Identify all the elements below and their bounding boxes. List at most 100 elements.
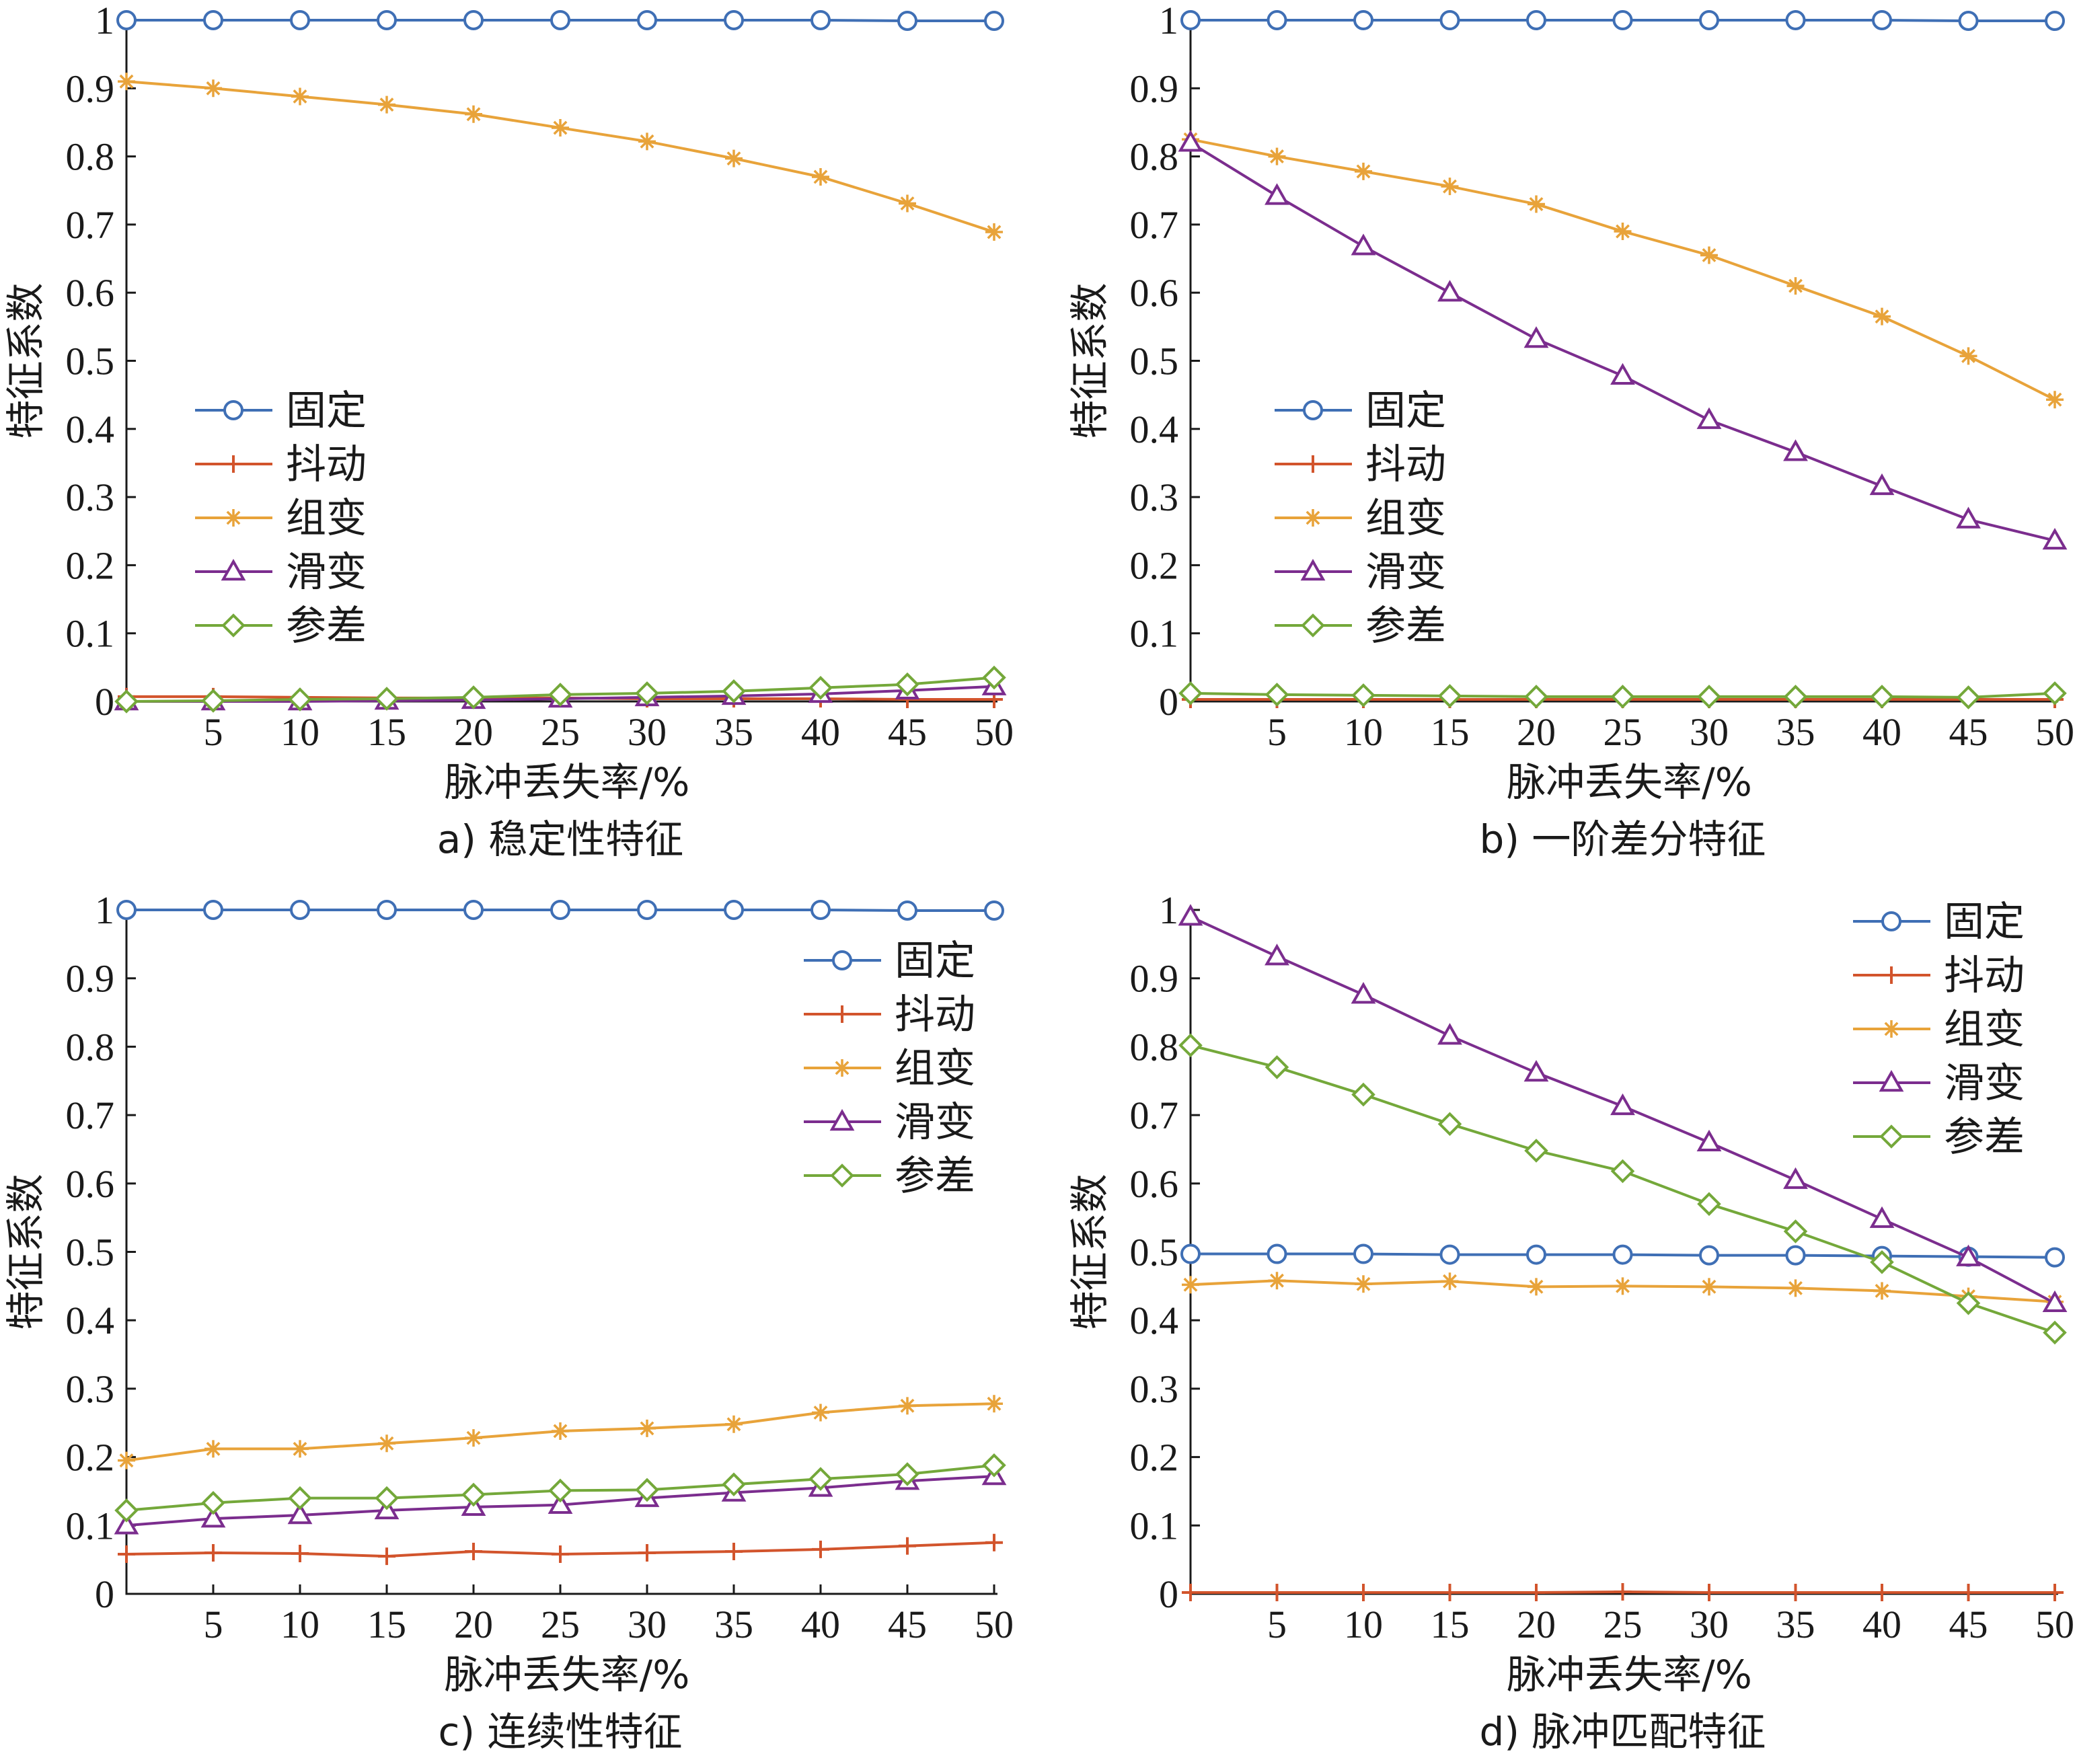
- legend-marker-diamond: [221, 613, 246, 638]
- data-point-stagger: [1610, 685, 1635, 709]
- data-point-group: [1700, 246, 1718, 264]
- data-point-group: [725, 149, 743, 167]
- y-tick-label: 0.1: [66, 1504, 115, 1547]
- data-point-fixed: [810, 10, 831, 30]
- data-point-jitter: [1182, 1583, 1199, 1601]
- x-axis-label: 脉冲丢失率/%: [445, 1652, 690, 1697]
- y-tick-label: 0.1: [1130, 612, 1179, 656]
- data-point-slide: [548, 1492, 573, 1514]
- legend-label: 参差: [1365, 603, 1446, 650]
- y-tick-label: 0.4: [1130, 1299, 1179, 1342]
- y-tick-label: 1: [95, 0, 114, 42]
- data-point-group: [1268, 1272, 1286, 1290]
- y-tick-label: 0.8: [1130, 1025, 1179, 1069]
- legend-marker-circle: [1881, 911, 1901, 931]
- data-point-stagger: [982, 665, 1006, 690]
- data-point-group: [291, 1440, 309, 1458]
- data-point-slide: [1869, 473, 1895, 496]
- x-tick-label: 50: [975, 710, 1014, 754]
- data-point-fixed: [2045, 11, 2065, 32]
- data-point-jitter: [2046, 1583, 2064, 1601]
- data-point-fixed: [1526, 10, 1546, 30]
- legend-label: 固定: [895, 937, 975, 985]
- data-point-slide: [1265, 183, 1289, 205]
- legend-item-group: 组变: [1853, 1006, 2025, 1053]
- legend-item-jitter: 抖动: [1275, 441, 1446, 488]
- data-point-jitter: [204, 1543, 222, 1562]
- legend-item-stagger: 参差: [1853, 1114, 2025, 1161]
- y-tick-label: 0.7: [1130, 1094, 1179, 1137]
- series-fixed: [1180, 1243, 2065, 1268]
- data-point-slide: [1956, 1244, 1981, 1266]
- x-tick-label: 50: [2035, 1603, 2074, 1646]
- legend-label: 组变: [1365, 495, 1446, 542]
- data-point-jitter: [1614, 1582, 1632, 1601]
- data-point-slide: [1783, 1167, 1808, 1189]
- legend-label: 滑变: [895, 1099, 975, 1146]
- data-point-stagger: [1956, 685, 1981, 710]
- series-fixed: [116, 900, 1004, 921]
- x-tick-label: 35: [714, 710, 753, 754]
- y-tick-label: 0.2: [66, 1436, 115, 1480]
- data-point-stagger: [1870, 685, 1894, 709]
- y-axis-label: 特征系数: [1067, 1174, 1112, 1330]
- legend-item-slide: 滑变: [195, 549, 367, 596]
- legend-label: 组变: [895, 1045, 975, 1092]
- y-tick-label: 0.2: [1130, 1436, 1179, 1480]
- data-point-group: [204, 1440, 222, 1458]
- data-point-stagger: [895, 672, 919, 697]
- data-point-slide: [1437, 280, 1462, 302]
- data-point-stagger: [1524, 685, 1548, 709]
- data-point-slide: [1610, 1093, 1635, 1116]
- data-point-fixed: [1439, 10, 1460, 30]
- y-tick-label: 0: [95, 680, 114, 724]
- y-tick-label: 0.5: [1130, 1231, 1179, 1274]
- legend-marker-star: [833, 1059, 851, 1077]
- x-tick-label: 5: [1267, 1603, 1287, 1646]
- x-tick-label: 30: [628, 1603, 667, 1646]
- data-point-group: [1614, 223, 1632, 241]
- data-point-group: [1786, 277, 1805, 295]
- y-tick-label: 0.8: [1130, 135, 1179, 179]
- legend-item-slide: 滑变: [1275, 549, 1446, 596]
- legend-marker-diamond: [1879, 1124, 1903, 1149]
- data-point-group: [985, 223, 1003, 241]
- x-tick-label: 45: [888, 1603, 927, 1646]
- data-point-stagger: [375, 687, 399, 711]
- y-tick-label: 0.3: [66, 1367, 115, 1411]
- series-stagger: [114, 665, 1006, 714]
- data-point-group: [1268, 147, 1286, 165]
- y-tick-label: 0.4: [1130, 408, 1179, 451]
- data-point-fixed: [463, 900, 484, 920]
- data-point-group: [1527, 1278, 1545, 1296]
- x-tick-label: 35: [714, 1603, 753, 1646]
- data-point-stagger: [635, 681, 659, 705]
- data-point-jitter: [1355, 1583, 1372, 1601]
- chart-panel-3: 00.10.20.30.40.50.60.70.80.915 10 15 20 25 30…: [3, 888, 1014, 1755]
- y-tick-label: 1: [1159, 888, 1178, 932]
- panel-caption: c) 连续性特征: [439, 1709, 683, 1755]
- legend-item-stagger: 参差: [1275, 603, 1446, 650]
- legend-label: 滑变: [1944, 1060, 2025, 1107]
- data-point-fixed: [637, 10, 657, 30]
- data-point-fixed: [377, 10, 397, 30]
- y-axis-label: 特征系数: [3, 1174, 48, 1330]
- data-point-stagger: [808, 675, 833, 700]
- x-tick-label: 50: [975, 1603, 1014, 1646]
- data-point-jitter: [1527, 1583, 1545, 1601]
- data-point-slide: [1178, 904, 1203, 926]
- legend-item-jitter: 抖动: [804, 991, 975, 1038]
- data-point-stagger: [1610, 1159, 1635, 1184]
- data-point-slide: [1956, 506, 1981, 529]
- x-tick-label: 15: [367, 710, 406, 754]
- y-tick-label: 0.2: [66, 543, 115, 587]
- x-tick-label: 20: [1517, 710, 1556, 754]
- series-line-group: [126, 80, 995, 233]
- x-tick-label: 10: [1344, 710, 1383, 754]
- legend-marker-diamond: [1301, 613, 1325, 638]
- series-line-group: [1190, 138, 2055, 401]
- data-point-fixed: [203, 10, 223, 30]
- data-point-fixed: [897, 900, 917, 921]
- data-point-stagger: [1697, 685, 1721, 709]
